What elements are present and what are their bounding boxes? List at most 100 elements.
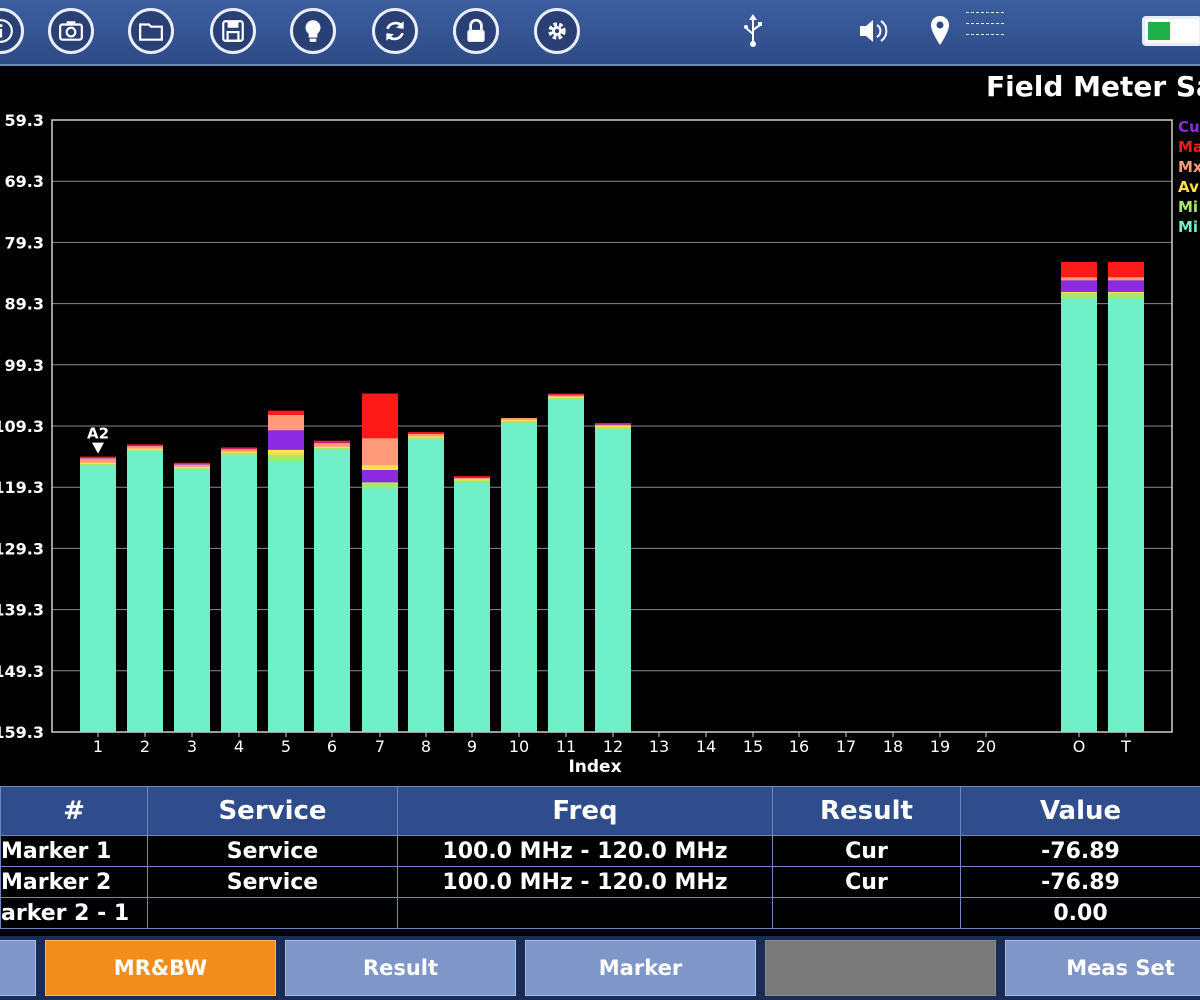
y-tick-label: 109.3 xyxy=(0,417,44,436)
value-cell: -76.89 xyxy=(960,866,1200,898)
result-cell: Cur xyxy=(772,835,961,867)
y-tick-label: 139.3 xyxy=(0,601,44,620)
softkey-menu: MR&BW Result Marker Meas Set xyxy=(0,936,1200,1000)
x-tick-label: 20 xyxy=(976,737,996,756)
service-cell: Service xyxy=(147,866,398,898)
usb-icon xyxy=(744,14,762,47)
value-cell: -76.89 xyxy=(960,835,1200,867)
bar-mi-2 xyxy=(127,451,163,732)
x-tick-label: 17 xyxy=(836,737,856,756)
legend-entry: Mx xyxy=(1178,158,1200,176)
x-axis-label: Index xyxy=(568,757,621,777)
menu-button-marker[interactable]: Marker xyxy=(525,940,756,996)
legend-entry: Mi xyxy=(1178,218,1199,236)
screenshot-button[interactable] xyxy=(48,8,94,54)
x-tick-label: 10 xyxy=(509,737,529,756)
x-tick-label: 12 xyxy=(603,737,623,756)
marker-name-cell: arker 2 - 1 xyxy=(0,897,148,929)
y-tick-label: 129.3 xyxy=(0,539,44,558)
x-tick-label: 11 xyxy=(556,737,576,756)
value-cell: 0.00 xyxy=(960,897,1200,929)
freq-cell xyxy=(397,897,773,929)
x-tick-label: 2 xyxy=(140,737,150,756)
bar-mi-11 xyxy=(548,399,584,732)
bar-mi-T xyxy=(1108,298,1144,732)
camera-icon xyxy=(59,21,83,41)
y-tick-label: 99.3 xyxy=(5,356,44,375)
bar-mi-O xyxy=(1061,298,1097,732)
freq-cell: 100.0 MHz - 120.0 MHz xyxy=(397,866,773,898)
x-tick-label: 16 xyxy=(789,737,809,756)
menu-button-meas-set[interactable]: Meas Set xyxy=(1005,940,1200,996)
battery-level-fill xyxy=(1148,22,1170,40)
service-cell: Service xyxy=(147,835,398,867)
x-tick-label: 5 xyxy=(281,737,291,756)
speaker-icon[interactable] xyxy=(858,14,890,48)
save-button[interactable] xyxy=(210,8,256,54)
service-cell xyxy=(147,897,398,929)
x-tick-label: 14 xyxy=(696,737,716,756)
info-icon xyxy=(0,19,13,43)
bar-mi-8 xyxy=(408,439,444,732)
table-row[interactable]: Marker 2 Service 100.0 MHz - 120.0 MHz C… xyxy=(0,866,1200,898)
bar-mi-9 xyxy=(454,482,490,732)
lightbulb-icon xyxy=(305,20,321,42)
column-header-index: # xyxy=(0,786,148,836)
bar-mi-1 xyxy=(80,465,116,732)
legend-entry: Mi xyxy=(1178,198,1199,216)
gear-icon xyxy=(548,22,566,40)
result-cell xyxy=(772,897,961,929)
refresh-button[interactable] xyxy=(372,8,418,54)
menu-button-result[interactable]: Result xyxy=(285,940,516,996)
x-tick-label: 4 xyxy=(234,737,244,756)
x-tick-label: T xyxy=(1120,737,1131,756)
bar-mi-6 xyxy=(314,449,350,732)
legend-entry: Ma xyxy=(1178,138,1200,156)
marker-table: # Service Freq Result Value Marker 1 Ser… xyxy=(0,786,1200,929)
table-header-row: # Service Freq Result Value xyxy=(0,786,1200,836)
column-header-freq: Freq xyxy=(397,786,773,836)
open-file-button[interactable] xyxy=(128,8,174,54)
x-tick-label: 13 xyxy=(649,737,669,756)
y-tick-label: 149.3 xyxy=(0,662,44,681)
tips-button[interactable] xyxy=(290,8,336,54)
bar-mi-12 xyxy=(595,429,631,732)
lock-button[interactable] xyxy=(453,8,499,54)
marker-name-cell: Marker 1 xyxy=(0,835,148,867)
table-row[interactable]: arker 2 - 1 0.00 xyxy=(0,897,1200,929)
save-icon xyxy=(222,20,244,42)
x-tick-label: 7 xyxy=(375,737,385,756)
x-tick-label: 8 xyxy=(421,737,431,756)
bar-mi-3 xyxy=(174,470,210,732)
bar-mi-10 xyxy=(501,422,537,732)
legend-entry: Cu xyxy=(1178,118,1200,136)
y-tick-label: 89.3 xyxy=(5,295,44,314)
table-row[interactable]: Marker 1 Service 100.0 MHz - 120.0 MHz C… xyxy=(0,835,1200,867)
marker-arrow xyxy=(92,442,104,454)
legend-entry: Av xyxy=(1178,178,1199,196)
freq-cell: 100.0 MHz - 120.0 MHz xyxy=(397,835,773,867)
refresh-icon xyxy=(386,21,404,41)
menu-button-mr-bw[interactable]: MR&BW xyxy=(45,940,276,996)
x-tick-label: 9 xyxy=(467,737,477,756)
x-tick-label: 3 xyxy=(187,737,197,756)
marker-label: A2 xyxy=(87,425,109,443)
bar-mi-5 xyxy=(268,460,304,732)
y-tick-label: 79.3 xyxy=(5,233,44,252)
x-tick-label: 18 xyxy=(883,737,903,756)
bar-mi-4 xyxy=(221,454,257,732)
chart-legend: Cu Ma Mx Av Mi Mi xyxy=(1178,117,1200,237)
chart-title: Field Meter Sa xyxy=(986,70,1200,103)
y-tick-label: 69.3 xyxy=(5,172,44,191)
column-header-value: Value xyxy=(960,786,1200,836)
level-bar-chart: 59.3 69.3 79.3 89.3 99.3 109.3 119.3 129.3 139.3… xyxy=(0,111,1173,777)
menu-button-left-partial[interactable] xyxy=(0,940,36,996)
gps-readout xyxy=(966,12,1004,45)
y-tick-label: 59.3 xyxy=(5,111,44,130)
folder-icon xyxy=(139,23,163,41)
bar-mi-7 xyxy=(362,488,398,732)
y-tick-label: 119.3 xyxy=(0,478,44,497)
info-button[interactable] xyxy=(0,8,24,54)
settings-button[interactable] xyxy=(534,8,580,54)
x-tick-label: 19 xyxy=(930,737,950,756)
